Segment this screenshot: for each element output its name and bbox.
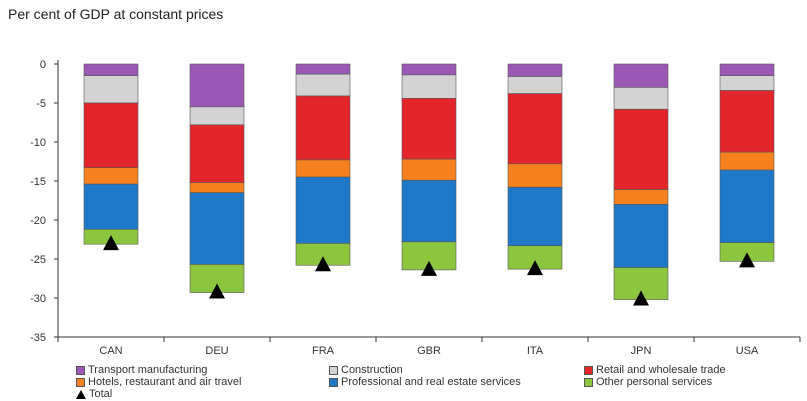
x-tick-label: JPN (631, 345, 652, 357)
legend-item: Total (76, 388, 112, 400)
legend-item: Construction (329, 364, 403, 376)
legend-label: Transport manufacturing (88, 364, 208, 376)
legend-label: Professional and real estate services (341, 376, 521, 388)
bar-segment (83, 102, 139, 169)
bar-segment (83, 75, 139, 104)
y-tick-label: -25 (30, 254, 46, 266)
legend-swatch (76, 377, 85, 387)
legend-swatch (584, 377, 593, 387)
legend-label: Construction (341, 364, 403, 376)
y-tick-label: -30 (30, 293, 46, 305)
bar-segment (507, 163, 563, 188)
bar-segment (401, 63, 457, 76)
legend-swatch (584, 365, 593, 375)
x-tick-label: ITA (527, 345, 544, 357)
legend-item: Professional and real estate services (329, 376, 521, 388)
legend-item: Hotels, restaurant and air travel (76, 376, 241, 388)
total-marker (739, 252, 755, 268)
bar-segment (83, 63, 139, 76)
chart-subtitle: Per cent of GDP at constant prices (8, 6, 224, 22)
y-tick-label: -20 (30, 215, 46, 227)
bar-segment (401, 98, 457, 160)
legend-triangle-icon (76, 389, 86, 399)
y-tick-label: -35 (30, 332, 46, 344)
legend-swatch (329, 365, 338, 375)
bar-segment (295, 159, 351, 178)
legend-label: Other personal services (596, 376, 713, 388)
bar-segment (719, 90, 775, 153)
bar-segment (189, 106, 245, 126)
x-tick-label: USA (736, 345, 759, 357)
bar-segment (295, 95, 351, 161)
bar-segment (507, 93, 563, 165)
bar-segment (613, 63, 669, 88)
bar-segment (189, 63, 245, 108)
bar-segment (507, 76, 563, 94)
y-tick-label: -10 (30, 137, 46, 149)
legend-label: Total (89, 388, 113, 400)
y-tick-label: -5 (36, 98, 46, 110)
bar-segment (613, 87, 669, 110)
bar-segment (189, 192, 245, 265)
bar-segment (613, 189, 669, 205)
legend-item: Other personal services (584, 376, 712, 388)
bar-segment (613, 108, 669, 190)
bar-segment (83, 167, 139, 185)
bar-segment (613, 204, 669, 268)
legend-item: Retail and wholesale trade (584, 364, 726, 376)
y-tick-label: 0 (40, 59, 46, 71)
bar-segment (719, 151, 775, 171)
bar-segment (719, 169, 775, 243)
legend-swatch (76, 365, 85, 375)
bar-segment (189, 124, 245, 183)
bar-segment (295, 63, 351, 75)
total-marker (527, 260, 543, 276)
bar-segment (401, 179, 457, 243)
bar-segment (401, 158, 457, 181)
y-tick-label: -15 (30, 176, 46, 188)
bar-segment (507, 63, 563, 77)
bar-segment (719, 75, 775, 91)
bar-segment (507, 186, 563, 247)
x-tick-label: CAN (99, 345, 122, 357)
legend-swatch (329, 377, 338, 387)
x-tick-label: GBR (417, 345, 441, 357)
total-marker (315, 256, 331, 272)
total-marker (421, 260, 437, 276)
bar-segment (295, 73, 351, 97)
bar-segment (189, 182, 245, 193)
total-marker (209, 283, 225, 299)
stacked-bar-chart: 0 -5 -10 -15 -20 -25 -30 -35 CAN DEU FRA GBR ITA JPN U… (30, 59, 801, 357)
chart-legend: Transport manufacturing Construction Retai… (76, 364, 796, 401)
legend-item: Transport manufacturing (76, 364, 207, 376)
legend-label: Hotels, restaurant and air travel (88, 376, 242, 388)
bar-segment (83, 183, 139, 230)
bar-segment (295, 176, 351, 244)
total-marker (633, 290, 649, 306)
legend-label: Retail and wholesale trade (596, 364, 726, 376)
x-tick-label: FRA (312, 345, 335, 357)
total-marker (103, 235, 119, 251)
x-tick-label: DEU (205, 345, 228, 357)
bar-segment (719, 63, 775, 76)
bar-segment (401, 74, 457, 99)
